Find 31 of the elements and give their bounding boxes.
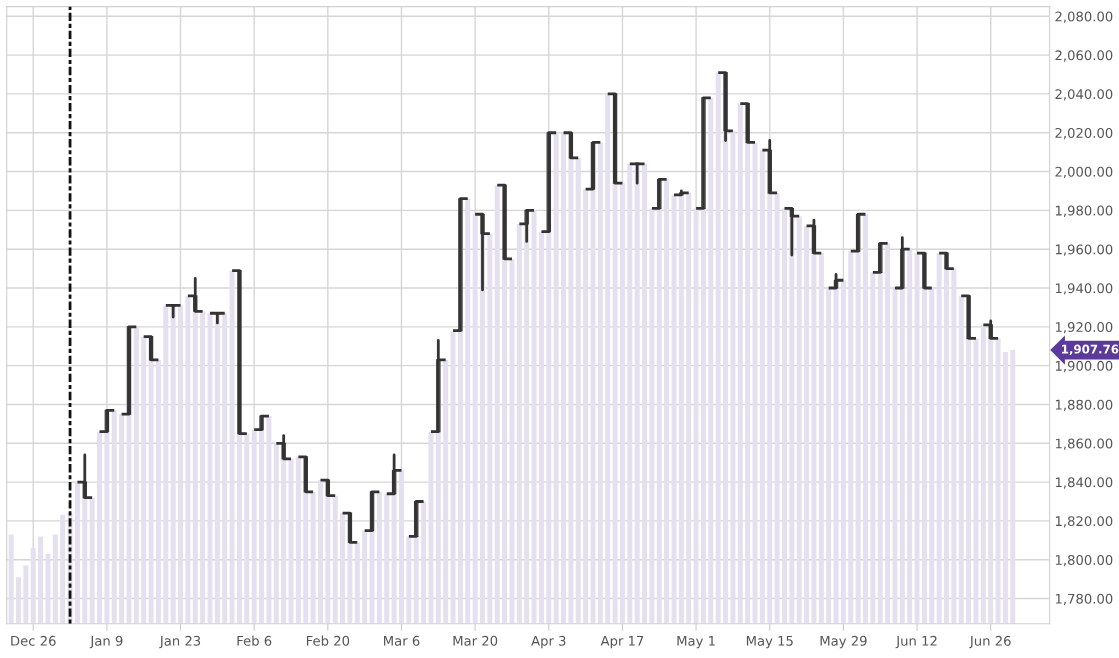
x-tick-label: Jan 9: [89, 635, 123, 649]
y-tick-label: 1,840.00: [1055, 477, 1113, 489]
y-tick-label: 2,040.00: [1055, 89, 1113, 101]
x-tick-label: Apr 17: [600, 636, 644, 649]
y-tick-label: 1,920.00: [1055, 322, 1113, 334]
y-tick-label: 2,020.00: [1055, 127, 1113, 140]
y-tick-label: 1,960.00: [1055, 244, 1113, 256]
y-tick-label: 2,000.00: [1055, 166, 1113, 179]
x-tick-label: Feb 6: [237, 635, 272, 646]
y-tick-label: 1,780.00: [1055, 593, 1113, 606]
x-tick-label: Apr 3: [531, 635, 566, 649]
x-tick-label: Mar 6: [384, 635, 420, 646]
x-tick-label: May 29: [820, 635, 867, 649]
x-tick-label: Jan 23: [159, 635, 201, 649]
x-tick-label: Jun 12: [895, 635, 937, 649]
text: 1,907.76: [1062, 344, 1119, 356]
y-tick-label: 1,880.00: [1055, 399, 1113, 412]
y-tick-label: 2,080.00: [1055, 11, 1113, 23]
y-tick-label: 1,820.00: [1055, 516, 1113, 528]
y-tick-label: 1,800.00: [1055, 554, 1113, 567]
y-tick-label: 1,980.00: [1055, 205, 1113, 217]
y-tick-label: 1,900.00: [1055, 360, 1113, 373]
x-tick-label: Dec 26: [11, 635, 56, 646]
x-tick-label: May 1: [677, 636, 715, 649]
x-tick-label: Jun 26: [969, 635, 1011, 649]
y-tick-label: 2,060.00: [1055, 50, 1113, 62]
y-tick-label: 1,860.00: [1055, 438, 1113, 450]
x-tick-label: Mar 20: [453, 635, 498, 646]
y-tick-label: 1,940.00: [1055, 283, 1113, 295]
x-tick-label: Feb 20: [306, 635, 350, 646]
x-tick-label: May 15: [746, 636, 793, 649]
